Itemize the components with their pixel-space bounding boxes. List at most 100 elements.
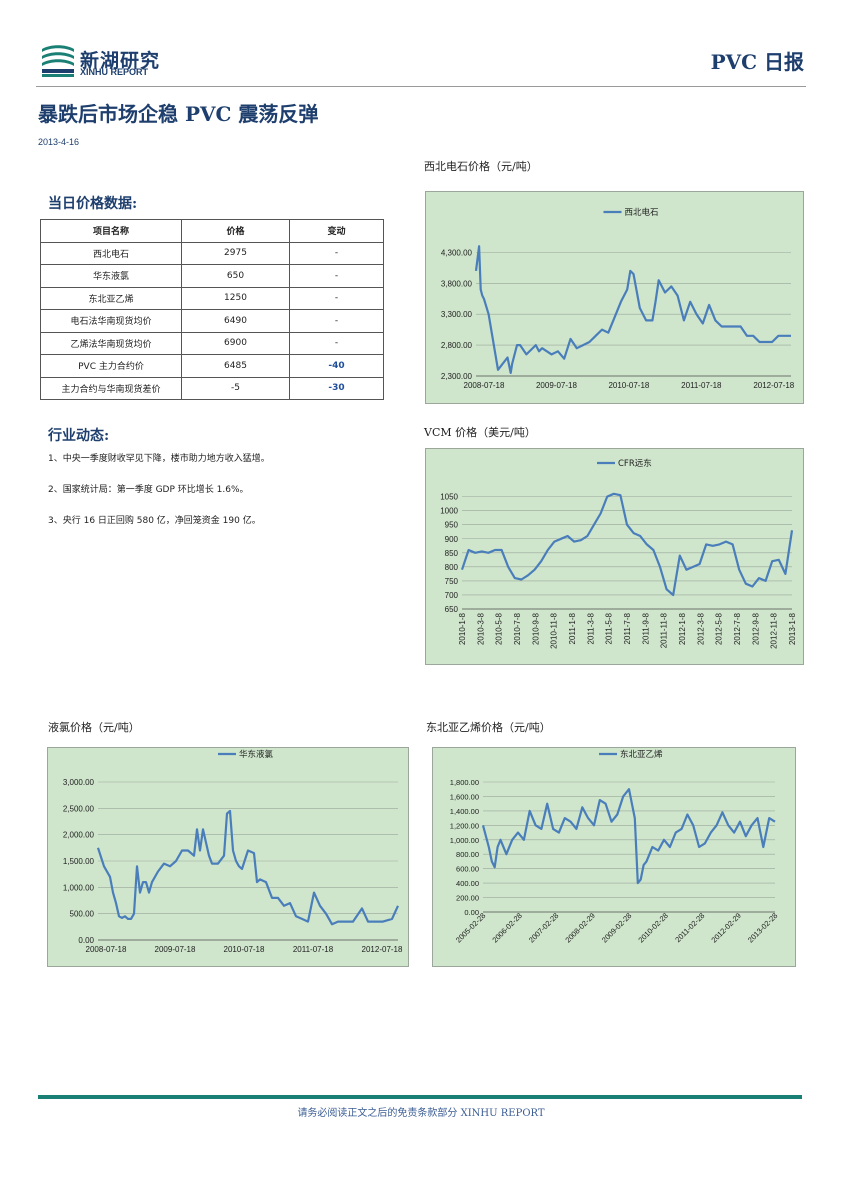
price-table: 项目名称 价格 变动 西北电石 2975- 华东液氯 650- 东北亚乙烯 1250-… <box>40 219 384 400</box>
y-tick-label: 2,500.00 <box>63 804 95 813</box>
y-tick-label: 0.00 <box>78 936 94 945</box>
x-tick-label: 2012-9-8 <box>751 612 760 645</box>
y-tick-label: 1,000.00 <box>450 836 479 845</box>
footer-divider <box>38 1095 802 1099</box>
x-tick-label: 2012-02-29 <box>709 911 742 944</box>
news-item: 3、央行 16 日正回购 580 亿，净回笼资金 190 亿。 <box>48 516 261 526</box>
x-tick-label: 2012-7-8 <box>733 612 742 645</box>
y-tick-label: 3,000.00 <box>63 778 95 787</box>
x-tick-label: 2010-3-8 <box>476 612 485 645</box>
x-tick-label: 2012-3-8 <box>696 612 705 645</box>
item-price: 6490 <box>181 309 290 333</box>
item-change: - <box>289 309 384 333</box>
table-row: PVC 主力合约价 6485 -40 <box>40 354 384 378</box>
column-header: 项目名称 <box>40 219 182 243</box>
y-tick-label: 1,200.00 <box>450 821 479 830</box>
item-change: - <box>289 286 384 310</box>
x-tick-label: 2011-5-8 <box>605 612 614 644</box>
x-tick-label: 2010-1-8 <box>458 612 467 645</box>
x-tick-label: 2007-02-28 <box>527 911 560 944</box>
x-tick-label: 2010-9-8 <box>531 612 540 645</box>
item-change: - <box>289 331 384 355</box>
y-tick-label: 200.00 <box>456 894 479 903</box>
chart-title: 液氯价格（元/吨） <box>48 721 140 734</box>
x-tick-label: 2013-1-8 <box>788 612 797 645</box>
chart-svg: 650 700 750 800 850 900 950 1000 1050 2010-1-8 201… <box>440 458 797 649</box>
logo-text-cn: 新湖研究 <box>80 50 161 72</box>
chart-svg: 0.00 200.00 400.00 600.00 800.00 1,000.00 1,20… <box>450 749 780 945</box>
y-tick-label: 1,400.00 <box>450 807 479 816</box>
item-change: - <box>289 264 384 288</box>
series-line <box>474 245 791 374</box>
legend-label: 西北电石 <box>625 207 659 218</box>
ethylene-price-chart: 0.00 200.00 400.00 600.00 800.00 1,000.00 1,20… <box>432 747 796 967</box>
news-item: 1、中央一季度财收罕见下降，楼市助力地方收入猛增。 <box>48 454 270 464</box>
y-tick-label: 800 <box>445 563 459 572</box>
chart-title: VCM 价格（美元/吨） <box>424 426 536 439</box>
y-tick-label: 1,000.00 <box>63 883 95 892</box>
item-price: 6485 <box>181 354 290 378</box>
x-tick-label: 2010-5-8 <box>495 612 504 645</box>
y-tick-label: 3,800.00 <box>441 279 473 288</box>
page-title: 暴跌后市场企稳 PVC 震荡反弹 <box>38 102 319 126</box>
news-item: 2、国家统计局：第一季度 GDP 环比增长 1.6%。 <box>48 485 249 495</box>
x-tick-label: 2012-5-8 <box>715 612 724 645</box>
item-name: 东北亚乙烯 <box>40 286 182 310</box>
report-type: PVC 日报 <box>710 50 804 74</box>
chart-title: 东北亚乙烯价格（元/吨） <box>426 721 551 734</box>
table-row: 华东液氯 650- <box>40 264 384 288</box>
item-name: 乙烯法华南现货均价 <box>40 331 182 355</box>
legend-label: 华东液氯 <box>239 749 274 760</box>
x-tick-label: 2012-1-8 <box>678 612 687 645</box>
table-row: 电石法华南现货均价 6490- <box>40 309 384 333</box>
legend-label: 东北亚乙烯 <box>620 749 663 760</box>
x-tick-label: 2008-07-18 <box>464 381 505 390</box>
x-tick-label: 2012-11-8 <box>770 612 779 648</box>
item-name: 华东液氯 <box>40 264 182 288</box>
x-tick-label: 2009-07-18 <box>536 381 577 390</box>
y-tick-label: 750 <box>445 577 459 586</box>
y-tick-label: 900 <box>445 535 459 544</box>
header-divider <box>36 86 806 87</box>
legend-label: CFR远东 <box>618 458 652 469</box>
y-tick-label: 2,800.00 <box>441 341 473 350</box>
news-section-title: 行业动态: <box>48 428 110 444</box>
series-line <box>460 492 794 597</box>
item-price: 650 <box>181 264 290 288</box>
x-tick-label: 2011-7-8 <box>623 612 632 644</box>
price-section-title: 当日价格数据: <box>48 196 138 212</box>
item-price: -5 <box>181 376 290 400</box>
y-tick-label: 1050 <box>440 493 458 502</box>
y-tick-label: 1,500.00 <box>63 857 95 866</box>
x-tick-label: 2011-9-8 <box>641 612 650 644</box>
logo-text-en: XINHU REPORT <box>80 67 149 77</box>
y-tick-label: 4,300.00 <box>441 248 473 257</box>
y-tick-label: 3,300.00 <box>441 310 473 319</box>
item-name: 主力合约与华南现货差价 <box>40 376 182 400</box>
table-row: 主力合约与华南现货差价 -5 -30 <box>40 376 384 400</box>
item-name: 西北电石 <box>40 241 182 265</box>
x-tick-label: 2011-3-8 <box>586 612 595 644</box>
item-price: 2975 <box>181 241 290 265</box>
y-tick-label: 700 <box>445 591 459 600</box>
x-tick-label: 2009-07-18 <box>155 945 196 954</box>
item-change: - <box>289 241 384 265</box>
report-date: 2013-4-16 <box>38 137 80 147</box>
y-tick-label: 400.00 <box>456 879 479 888</box>
x-tick-label: 2008-02-29 <box>563 911 596 944</box>
x-tick-label: 2010-07-18 <box>608 381 649 390</box>
x-tick-label: 2011-11-8 <box>660 612 669 648</box>
item-price: 1250 <box>181 286 290 310</box>
column-header: 价格 <box>181 219 290 243</box>
x-tick-label: 2012-07-18 <box>753 381 794 390</box>
chart-svg: 2,300.00 2,800.00 3,300.00 3,800.00 4,300.00… <box>441 207 795 390</box>
item-change: -30 <box>289 376 384 400</box>
y-tick-label: 1,800.00 <box>450 778 479 787</box>
xinhu-logo-icon <box>42 45 74 77</box>
x-tick-label: 2010-7-8 <box>513 612 522 645</box>
table-row: 西北电石 2975- <box>40 241 384 265</box>
chart-title: 西北电石价格（元/吨） <box>424 160 538 173</box>
y-tick-label: 650 <box>445 605 459 614</box>
x-tick-label: 2006-02-28 <box>490 911 523 944</box>
y-tick-label: 500.00 <box>70 910 95 919</box>
